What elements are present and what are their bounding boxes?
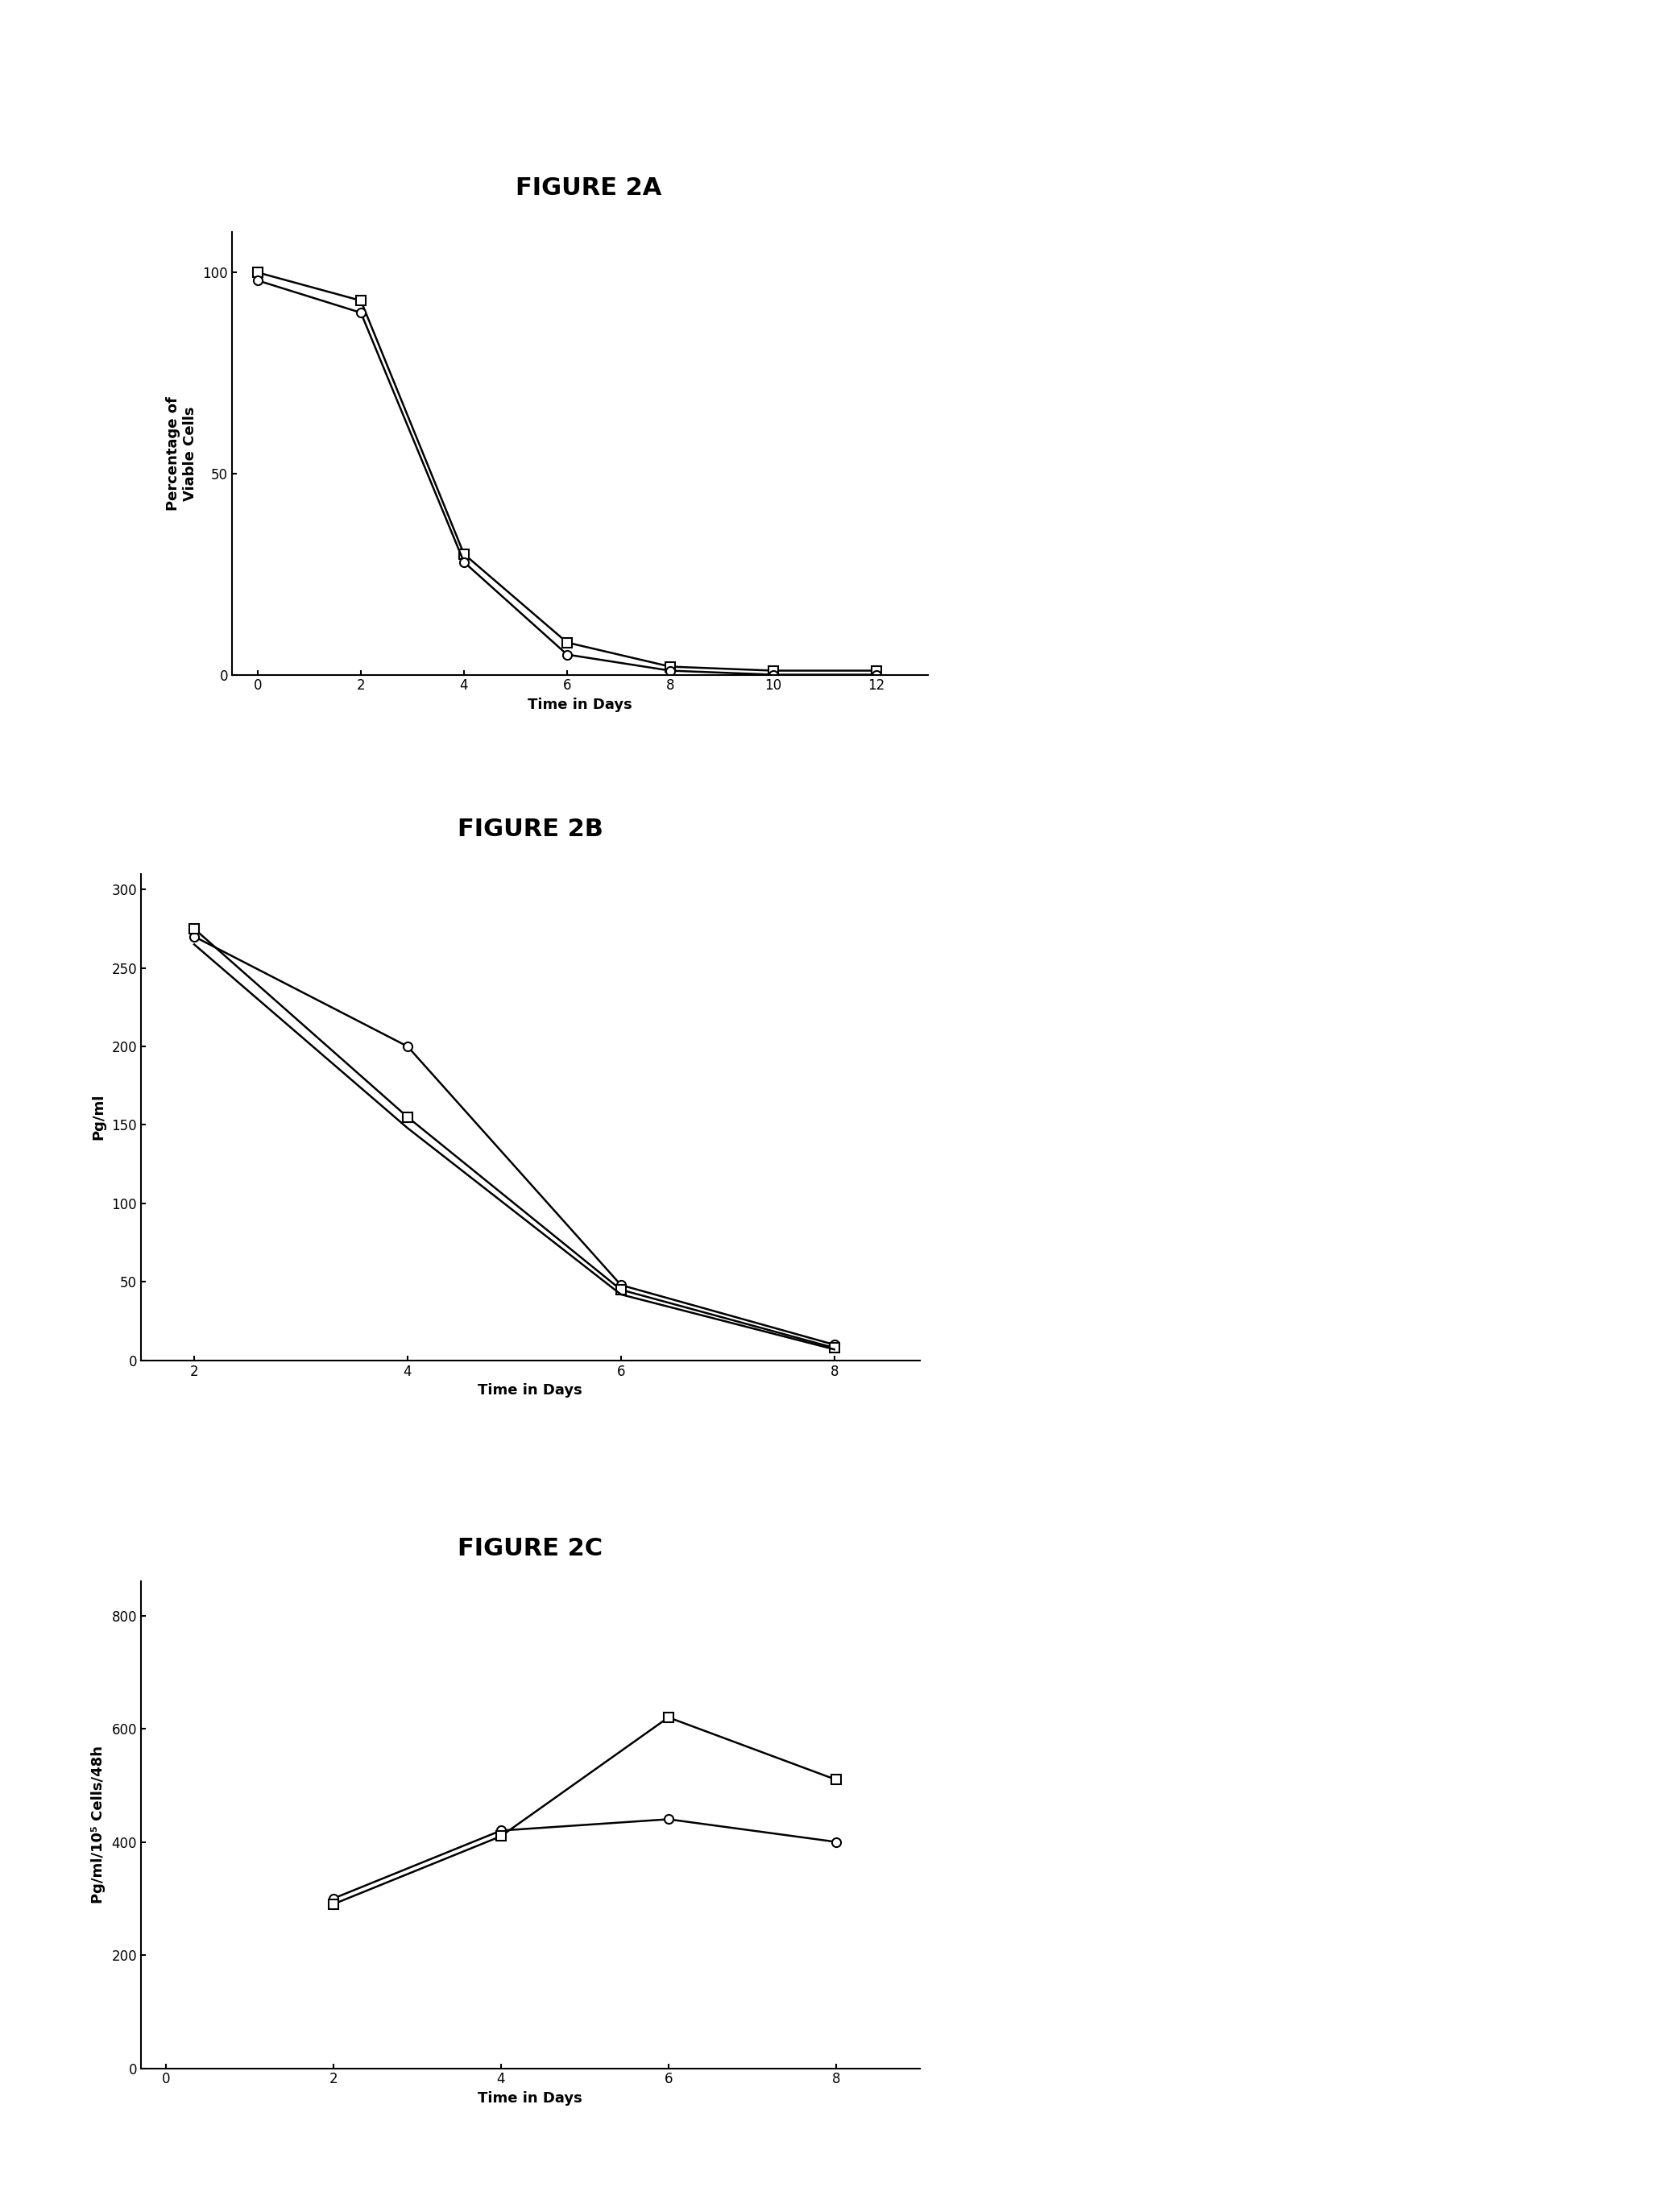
Text: FIGURE 2A: FIGURE 2A <box>515 177 661 199</box>
Text: FIGURE 2C: FIGURE 2C <box>457 1537 603 1559</box>
Y-axis label: Percentage of
Viable Cells: Percentage of Viable Cells <box>166 396 197 511</box>
Y-axis label: Pg/ml: Pg/ml <box>91 1095 106 1139</box>
X-axis label: Time in Days: Time in Days <box>477 2090 583 2106</box>
Y-axis label: Pg/ml/10⁵ Cells/48h: Pg/ml/10⁵ Cells/48h <box>91 1745 106 1905</box>
Text: FIGURE 2B: FIGURE 2B <box>457 818 603 841</box>
X-axis label: Time in Days: Time in Days <box>477 1382 583 1398</box>
X-axis label: Time in Days: Time in Days <box>527 697 633 712</box>
